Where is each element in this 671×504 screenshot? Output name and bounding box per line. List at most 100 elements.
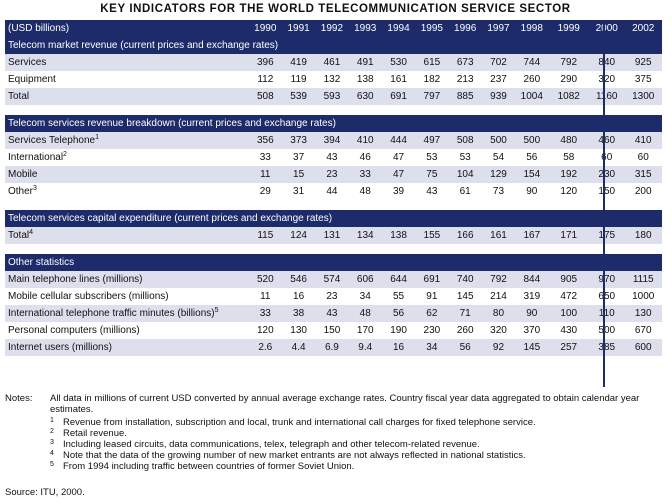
footnote-marker: 4 xyxy=(29,229,34,236)
source-line: Source: ITU, 2000. xyxy=(5,487,85,498)
section-gap xyxy=(5,200,662,210)
table-row: International telephone traffic minutes … xyxy=(5,305,662,322)
value-cell: 472 xyxy=(548,288,590,305)
value-cell: 56 xyxy=(448,339,482,356)
value-cell: 260 xyxy=(448,322,482,339)
footnote-marker: 1 xyxy=(95,134,100,141)
value-cell: 394 xyxy=(315,132,349,149)
row-label: Total xyxy=(8,230,30,241)
value-cell: 593 xyxy=(315,88,349,105)
section-header: Telecom services capital expenditure (cu… xyxy=(5,210,662,227)
value-cell: 290 xyxy=(548,71,590,88)
year-header: 1996 xyxy=(448,20,482,37)
value-cell: 939 xyxy=(481,88,516,105)
value-cell: 508 xyxy=(448,132,482,149)
table-row: Personal computers (millions) 120 130 150 17… xyxy=(5,322,662,339)
value-cell: 792 xyxy=(548,54,590,71)
table-row: Services 396 419 461 491 530 615 673 702 744 792 84… xyxy=(5,54,662,71)
value-cell: 2.6 xyxy=(248,339,282,356)
value-cell: 112 xyxy=(248,71,282,88)
row-label: Personal computers (millions) xyxy=(8,325,140,336)
row-label-cell: Equipment xyxy=(5,71,249,88)
section-gap xyxy=(5,105,662,115)
value-cell: 53 xyxy=(448,149,482,166)
value-cell: 600 xyxy=(624,339,662,356)
row-label-cell: Main telephone lines (millions) xyxy=(5,271,249,288)
value-cell: 691 xyxy=(381,88,416,105)
row-label-cell: Services xyxy=(5,54,249,71)
value-cell: 31 xyxy=(281,183,316,200)
value-cell: 15 xyxy=(281,166,316,183)
value-cell: 1160 xyxy=(589,88,625,105)
value-cell: 44 xyxy=(315,183,349,200)
notes-main-text: All data in millions of current USD conv… xyxy=(50,393,640,415)
row-label-cell: Personal computers (millions) xyxy=(5,322,249,339)
row-label-cell: Mobile cellular subscribers (millions) xyxy=(5,288,249,305)
value-cell: 840 xyxy=(589,54,625,71)
value-cell: 410 xyxy=(624,132,662,149)
value-cell: 154 xyxy=(515,166,549,183)
value-cell: 744 xyxy=(515,54,549,71)
value-cell: 4.4 xyxy=(281,339,316,356)
value-cell: 230 xyxy=(415,322,449,339)
value-cell: 497 xyxy=(415,132,449,149)
value-cell: 33 xyxy=(248,149,282,166)
value-cell: 90 xyxy=(515,305,549,322)
value-cell: 444 xyxy=(381,132,416,149)
section-title: Telecom services capital expenditure (cu… xyxy=(5,210,662,227)
row-label: Internet users (millions) xyxy=(8,342,112,353)
table-row: Total 508 539 593 630 691 797 885 939 1004 1082 116… xyxy=(5,88,662,105)
value-cell: 9.4 xyxy=(348,339,382,356)
value-cell: 396 xyxy=(248,54,282,71)
value-cell: 200 xyxy=(624,183,662,200)
row-label: Equipment xyxy=(8,74,56,85)
footnote: 3 Including leased circuits, data communi… xyxy=(50,437,650,450)
row-label-cell: International2 xyxy=(5,149,249,166)
row-label: International telephone traffic minutes … xyxy=(8,308,215,319)
value-cell: 419 xyxy=(281,54,316,71)
table-row: Other3 29 31 44 48 39 43 61 73 90 120 150 200 xyxy=(5,183,662,200)
year-header: 1997 xyxy=(481,20,516,37)
value-cell: 46 xyxy=(348,149,382,166)
value-cell: 615 xyxy=(415,54,449,71)
value-cell: 1004 xyxy=(515,88,549,105)
value-cell: 23 xyxy=(315,166,349,183)
footnote-text: Retail revenue. xyxy=(63,428,127,439)
value-cell: 56 xyxy=(515,149,549,166)
value-cell: 320 xyxy=(589,71,625,88)
value-cell: 500 xyxy=(481,132,516,149)
table-row: Main telephone lines (millions) 520 546 574… xyxy=(5,271,662,288)
row-label-cell: Total xyxy=(5,88,249,105)
value-cell: 170 xyxy=(348,322,382,339)
value-cell: 55 xyxy=(381,288,416,305)
row-label: Total xyxy=(8,91,30,102)
value-cell: 47 xyxy=(381,166,416,183)
value-cell: 797 xyxy=(415,88,449,105)
section-header: Telecom services revenue breakdown (curr… xyxy=(5,115,662,132)
value-cell: 970 xyxy=(589,271,625,288)
value-cell: 430 xyxy=(548,322,590,339)
value-cell: 145 xyxy=(515,339,549,356)
table-row: Mobile 11 15 23 33 47 75 104 129 154 192 230 315 xyxy=(5,166,662,183)
value-cell: 385 xyxy=(589,339,625,356)
value-cell: 48 xyxy=(348,183,382,200)
value-cell: 520 xyxy=(248,271,282,288)
footnote-marker: 5 xyxy=(214,307,219,314)
row-label-cell: Internet users (millions) xyxy=(5,339,249,356)
value-cell: 145 xyxy=(448,288,482,305)
row-label: Services xyxy=(8,57,47,68)
value-cell: 54 xyxy=(481,149,516,166)
value-cell: 150 xyxy=(589,183,625,200)
value-cell: 1300 xyxy=(624,88,662,105)
value-cell: 53 xyxy=(415,149,449,166)
value-cell: 1000 xyxy=(624,288,662,305)
value-cell: 60 xyxy=(624,149,662,166)
value-cell: 120 xyxy=(248,322,282,339)
value-cell: 167 xyxy=(515,227,549,244)
year-header: 1993 xyxy=(348,20,382,37)
value-cell: 34 xyxy=(348,288,382,305)
value-cell: 80 xyxy=(481,305,516,322)
year-divider-line xyxy=(603,20,605,387)
row-label: Mobile cellular subscribers (millions) xyxy=(8,291,169,302)
value-cell: 315 xyxy=(624,166,662,183)
